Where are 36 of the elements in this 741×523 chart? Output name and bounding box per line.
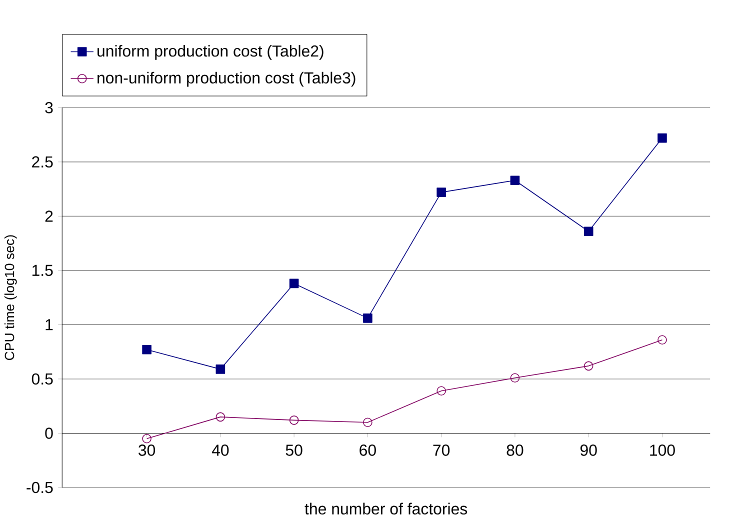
point — [436, 386, 446, 396]
point — [658, 335, 667, 344]
x-tick-label: 40 — [212, 444, 229, 456]
legend-label: non-uniform production cost (Table3) — [98, 72, 356, 87]
point — [363, 313, 372, 323]
x-tick-label: 80 — [506, 444, 524, 456]
x-tick-label: 50 — [286, 444, 302, 456]
point — [584, 226, 594, 236]
x-tick-label: 60 — [360, 444, 376, 456]
x-tick-label: 100 — [650, 444, 675, 456]
x-tick-label: 30 — [138, 444, 156, 456]
y-axis-title: CPU time (log10 sec) — [4, 235, 17, 360]
y-tick-label: 1.5 — [32, 264, 53, 276]
point — [289, 415, 299, 425]
x-tick-label: 90 — [580, 444, 597, 456]
y-tick-label: 2.5 — [32, 156, 53, 168]
point — [289, 278, 299, 288]
point — [436, 187, 446, 197]
y-tick-label: -0.5 — [26, 482, 53, 493]
point — [584, 361, 594, 370]
point — [142, 344, 152, 354]
point — [510, 373, 520, 382]
y-tick-label: 0.5 — [32, 373, 53, 384]
legend-label: uniform production cost (Table2) — [98, 44, 324, 60]
y-tick-label: 0 — [45, 427, 53, 439]
point — [658, 133, 667, 143]
point — [363, 418, 372, 427]
point — [510, 176, 520, 185]
y-tick-label: 3 — [45, 102, 53, 114]
y-tick-label: 2 — [45, 210, 53, 222]
point — [216, 364, 226, 374]
x-axis-title: the number of factories — [304, 502, 468, 514]
point — [216, 412, 226, 422]
x-tick-label: 70 — [433, 444, 450, 456]
y-tick-label: 1 — [46, 319, 53, 330]
point — [142, 434, 152, 444]
